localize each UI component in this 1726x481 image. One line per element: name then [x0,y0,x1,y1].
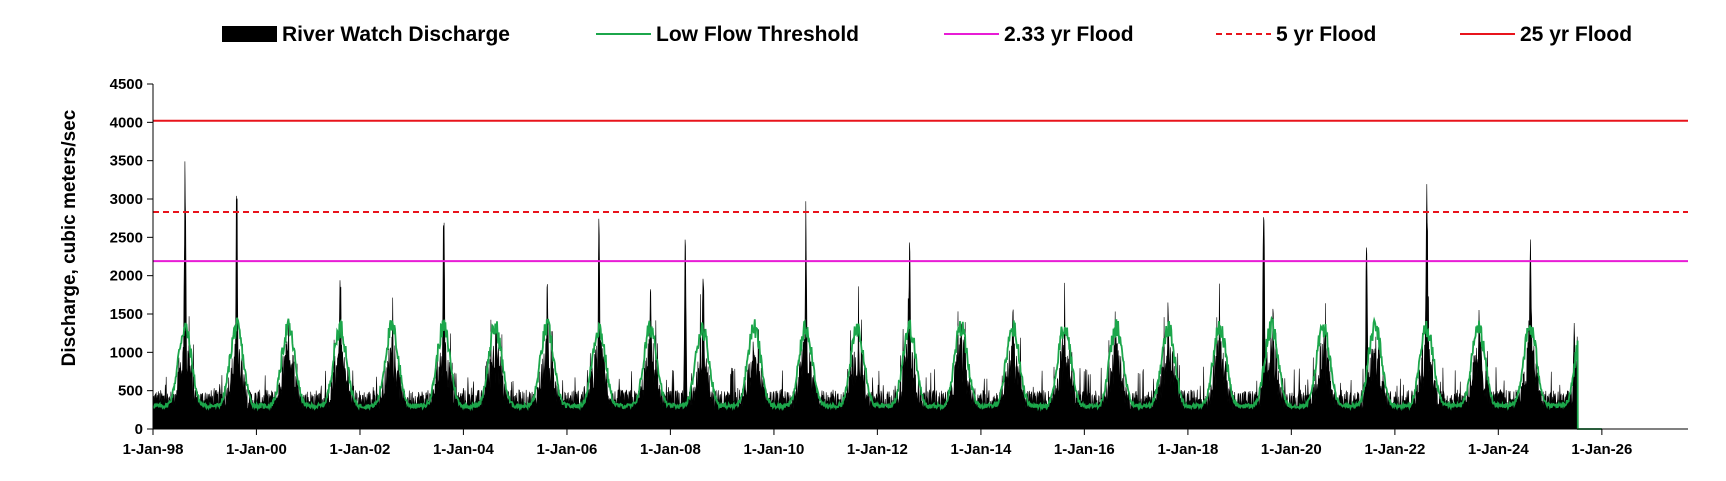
legend-swatch [222,26,277,42]
legend-item-2-33-yr-flood: 2.33 yr Flood [944,23,1134,46]
x-tick-label: 1-Jan-20 [1261,441,1322,458]
legend-label: 5 yr Flood [1276,23,1376,46]
y-tick-label: 4000 [110,114,143,131]
y-tick-label: 0 [135,421,143,438]
y-tick-label: 3500 [110,153,143,170]
legend-item-low-flow-threshold: Low Flow Threshold [596,23,859,46]
x-tick-label: 1-Jan-02 [330,441,391,458]
y-tick-label: 1000 [110,344,143,361]
legend-label: 25 yr Flood [1520,23,1632,46]
y-tick-label: 2500 [110,229,143,246]
y-tick-label: 2000 [110,268,143,285]
x-tick-label: 1-Jan-00 [226,441,287,458]
plot-area [152,119,1688,430]
x-tick-label: 1-Jan-98 [123,441,184,458]
series-river-watch-discharge [152,161,1579,430]
y-tick-label: 4500 [110,76,143,93]
x-tick-label: 1-Jan-24 [1468,441,1530,458]
x-tick-label: 1-Jan-26 [1571,441,1632,458]
x-tick-label: 1-Jan-10 [744,441,805,458]
x-tick-label: 1-Jan-08 [640,441,701,458]
x-tick-label: 1-Jan-06 [537,441,598,458]
legend: River Watch Discharge Low Flow Threshold 2… [222,23,1632,46]
y-tick-label: 1500 [110,306,143,323]
y-axis-title: Discharge, cubic meters/sec [59,109,80,366]
x-tick-label: 1-Jan-12 [847,441,908,458]
legend-item-25-yr-flood: 25 yr Flood [1460,23,1632,46]
x-tick-label: 1-Jan-04 [433,441,495,458]
legend-label: 2.33 yr Flood [1004,23,1134,46]
axes: 0 500 1000 1500 2000 2500 3000 3500 4000 4500 1-Ja… [110,76,1688,458]
legend-item-river-watch-discharge: River Watch Discharge [222,23,510,46]
y-tick-label: 3000 [110,191,143,208]
legend-label: River Watch Discharge [282,23,510,46]
x-tick-label: 1-Jan-14 [950,441,1012,458]
legend-label: Low Flow Threshold [656,23,859,46]
x-tick-label: 1-Jan-22 [1364,441,1425,458]
legend-item-5-yr-flood: 5 yr Flood [1216,23,1376,46]
y-tick-label: 500 [118,383,143,400]
series-low-flow-threshold [152,315,1602,430]
x-tick-label: 1-Jan-18 [1157,441,1218,458]
x-tick-label: 1-Jan-16 [1054,441,1115,458]
